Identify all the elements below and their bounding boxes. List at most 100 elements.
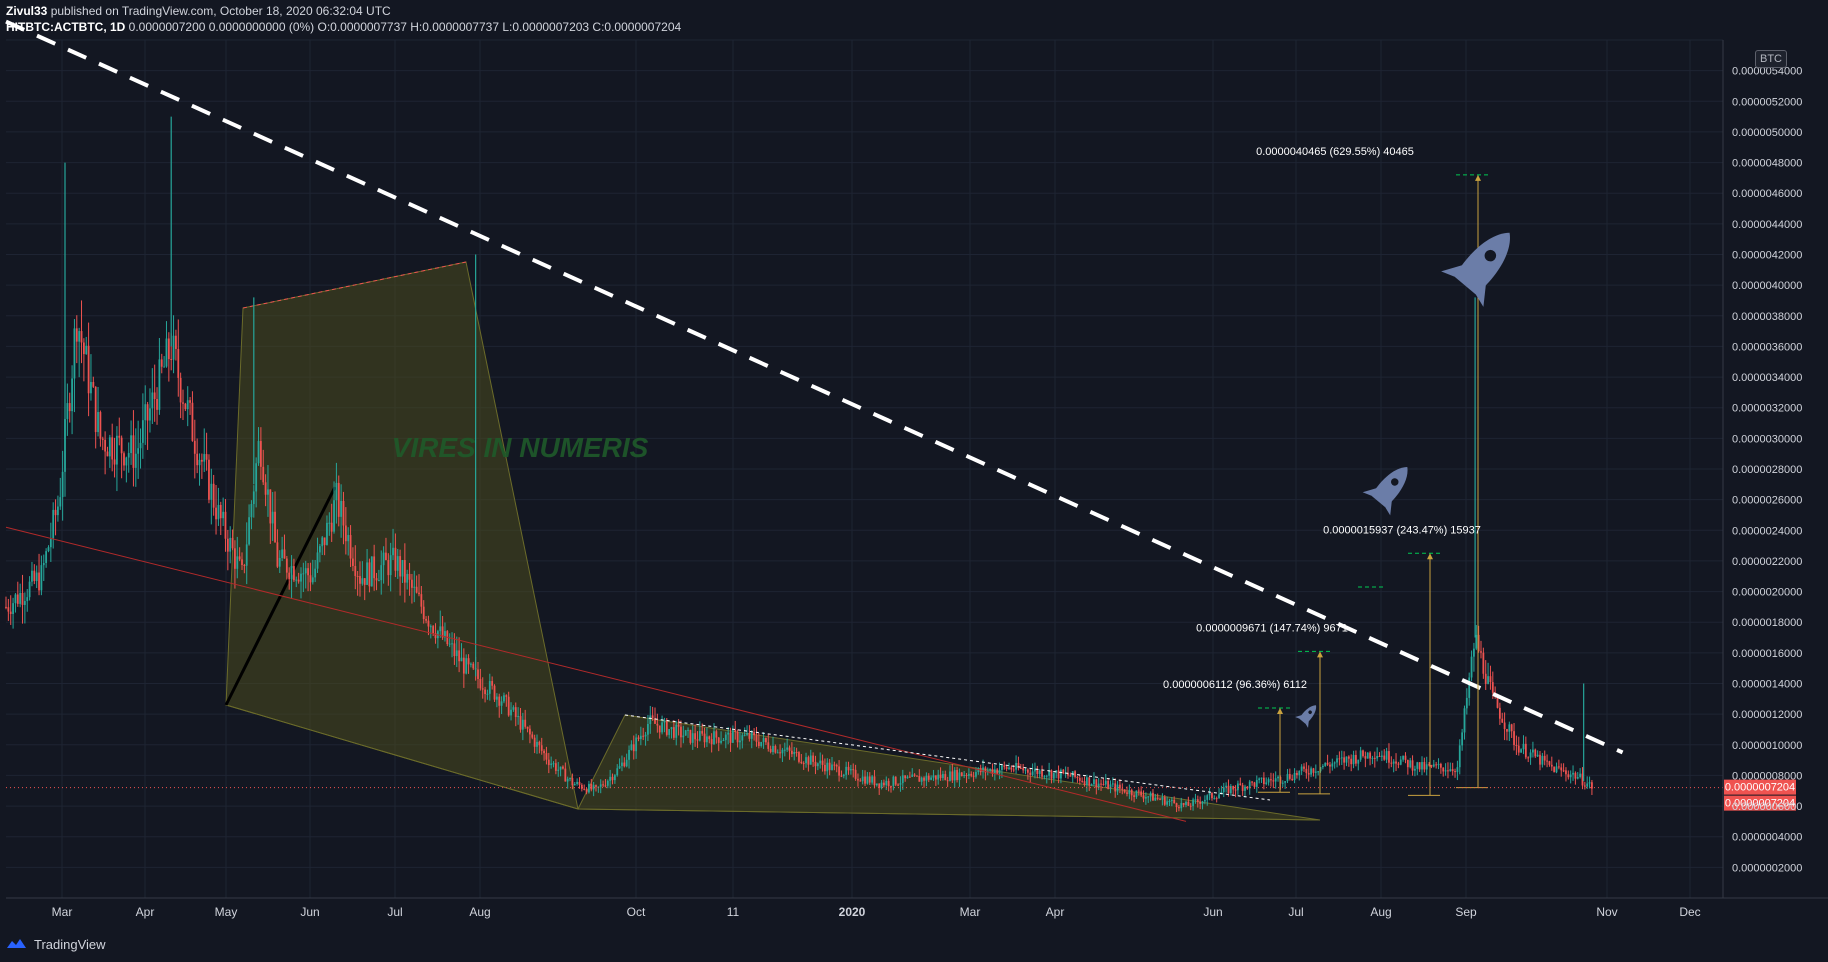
close-price-tag[interactable] — [1724, 795, 1796, 811]
candle-body — [78, 331, 81, 342]
candle-body — [1161, 797, 1164, 800]
candle-body — [894, 776, 897, 785]
candle-body — [1463, 708, 1466, 733]
x-tick-label[interactable]: 2020 — [839, 905, 866, 919]
candle-body — [118, 435, 121, 438]
x-tick-label[interactable]: Sep — [1455, 905, 1477, 919]
candle-body — [127, 453, 130, 458]
candle-body — [9, 611, 12, 615]
x-tick-label[interactable]: Dec — [1679, 905, 1700, 919]
measure-label: 0.0000009671 (147.74%) 9671 — [1196, 622, 1348, 634]
brand-label[interactable]: TradingView — [34, 936, 106, 952]
candle-body — [1111, 783, 1114, 785]
candle-body — [576, 781, 579, 784]
candle-body — [887, 780, 890, 787]
candle-body — [1522, 743, 1525, 750]
minor-trendline[interactable] — [624, 714, 1271, 801]
candle-body — [75, 328, 78, 342]
candle-body — [564, 768, 567, 782]
candle-body — [269, 489, 272, 524]
candle-body — [1062, 769, 1065, 774]
candle-body — [1461, 732, 1464, 746]
candle-body — [314, 568, 317, 578]
candle-body — [189, 400, 191, 403]
candle-body — [517, 716, 520, 718]
candle-body — [460, 657, 463, 662]
candle-body — [606, 780, 609, 786]
author-name[interactable]: Zivul33 — [6, 4, 48, 18]
candle-body — [717, 737, 720, 743]
candle-body — [295, 579, 298, 581]
candle-body — [16, 594, 19, 604]
x-tick-label[interactable]: Apr — [1046, 905, 1065, 919]
x-tick-label[interactable]: Jul — [387, 905, 402, 919]
candle-body — [965, 774, 968, 776]
symbol-label[interactable]: HITBTC:ACTBTC, 1D — [6, 20, 126, 34]
candle-body — [715, 731, 718, 738]
candle-body — [54, 509, 57, 516]
candle-body — [1416, 762, 1419, 769]
tradingview-logo-icon[interactable] — [6, 937, 28, 951]
x-tick-label[interactable]: Aug — [469, 905, 490, 919]
currency-badge[interactable]: BTC — [1755, 50, 1787, 68]
x-tick-label[interactable]: Oct — [627, 905, 646, 919]
candle-body — [205, 454, 208, 460]
support-line[interactable] — [5, 526, 1187, 822]
candle-body — [944, 774, 947, 781]
candle-body — [776, 752, 779, 754]
candle-body — [1392, 761, 1395, 764]
candle-body — [123, 453, 125, 466]
x-tick-label[interactable]: Jun — [1203, 905, 1222, 919]
candle-body — [592, 785, 595, 790]
candle-body — [984, 767, 987, 773]
candle-body — [1456, 767, 1459, 773]
measure-label: 0.0000006112 (96.36%) 6112 — [1163, 679, 1307, 691]
candle-body — [394, 547, 397, 571]
candle-body — [680, 726, 682, 738]
chart-header: Zivul33 published on TradingView.com, Oc… — [6, 3, 681, 35]
measure-label: 0.0000015937 (243.47%) 15937 — [1323, 524, 1481, 536]
x-tick-label[interactable]: May — [215, 905, 238, 919]
candle-body — [805, 757, 807, 764]
candle-body — [706, 736, 708, 743]
candle-body — [196, 453, 199, 466]
y-tick-label: 0.0000028000 — [1732, 464, 1802, 476]
candle-body — [366, 562, 368, 585]
candle-body — [1189, 805, 1192, 807]
candle-body — [552, 763, 555, 765]
measure-arrow-icon — [1277, 708, 1283, 715]
candle-body — [304, 568, 307, 574]
candle-body — [1069, 775, 1072, 777]
candle-body — [1451, 769, 1454, 772]
candle-body — [781, 749, 784, 754]
main-trendline[interactable] — [5, 19, 1624, 755]
candle-body — [94, 386, 97, 433]
candle-body — [616, 768, 619, 776]
y-tick-label: 0.0000010000 — [1732, 740, 1802, 752]
candle-body — [241, 559, 243, 566]
candle-body — [151, 392, 154, 409]
x-tick-label[interactable]: Aug — [1370, 905, 1391, 919]
candle-body — [243, 565, 246, 567]
rocket-window — [1308, 710, 1312, 714]
x-tick-label[interactable]: Apr — [136, 905, 155, 919]
candle-body — [604, 785, 607, 787]
candle-body — [642, 735, 645, 737]
candle-body — [31, 570, 33, 582]
candle-body — [1565, 770, 1567, 775]
candle-body — [1553, 766, 1556, 773]
candle-body — [942, 774, 944, 778]
last-price-tag[interactable] — [1724, 779, 1796, 795]
candle-body — [163, 366, 166, 368]
x-tick-label[interactable]: Jul — [1288, 905, 1303, 919]
candle-body — [500, 701, 503, 706]
x-tick-label[interactable]: Jun — [300, 905, 319, 919]
x-tick-label[interactable]: Nov — [1596, 905, 1617, 919]
x-tick-label[interactable]: Mar — [960, 905, 981, 919]
candle-body — [1208, 792, 1211, 796]
x-tick-label[interactable]: 11 — [727, 905, 740, 919]
x-tick-label[interactable]: Mar — [52, 905, 73, 919]
candle-body — [356, 575, 359, 577]
candle-body — [1152, 792, 1154, 801]
